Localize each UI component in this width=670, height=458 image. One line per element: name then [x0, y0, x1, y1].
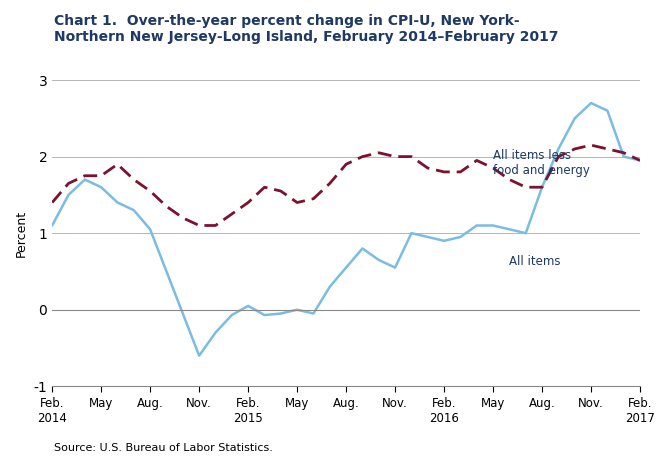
Text: Chart 1.  Over-the-year percent change in CPI-U, New York-
Northern New Jersey-L: Chart 1. Over-the-year percent change in…: [54, 14, 558, 44]
Text: All items less
food and energy: All items less food and energy: [493, 149, 590, 177]
Text: All items: All items: [509, 255, 561, 267]
Y-axis label: Percent: Percent: [15, 210, 28, 257]
Text: Source: U.S. Bureau of Labor Statistics.: Source: U.S. Bureau of Labor Statistics.: [54, 443, 273, 453]
